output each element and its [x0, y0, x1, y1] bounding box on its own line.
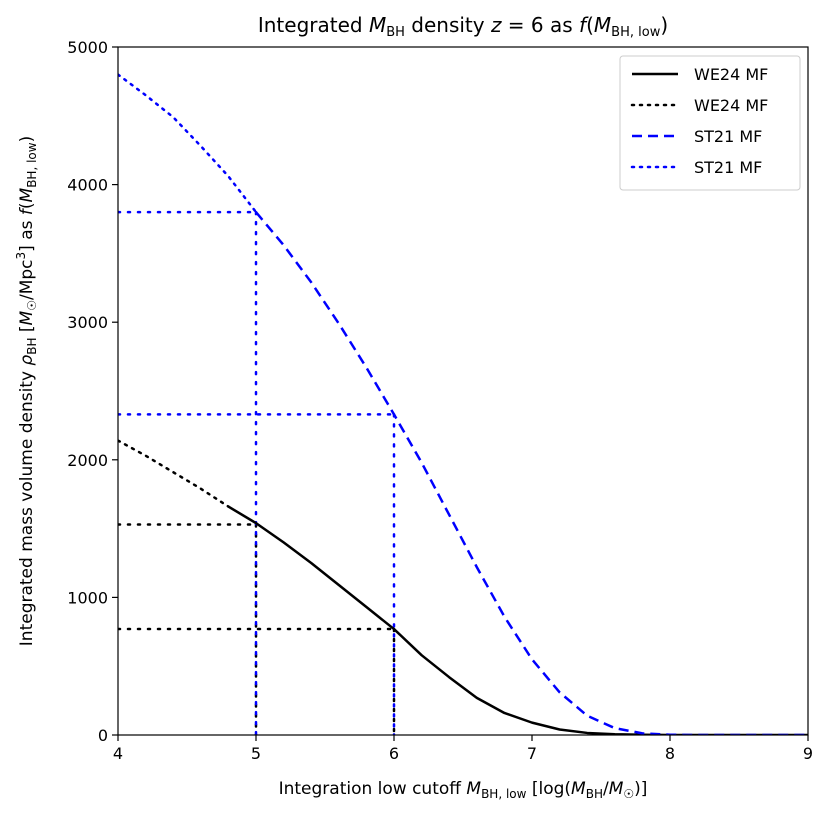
series-line-3	[118, 73, 258, 214]
plot-frame	[117, 46, 809, 736]
chart-title: Integrated MBH density z = 6 as f(MBH, l…	[258, 13, 668, 40]
legend-label: ST21 MF	[694, 158, 762, 177]
y-tick-label: 2000	[67, 451, 108, 470]
legend-label: ST21 MF	[694, 127, 762, 146]
x-axis-label: Integration low cutoff MBH, low [log(MBH…	[279, 779, 648, 801]
x-tick-label: 4	[113, 744, 123, 763]
y-tick-label: 4000	[67, 176, 108, 195]
series-line-0	[227, 505, 808, 735]
y-tick-label: 1000	[67, 588, 108, 607]
x-tick-label: 6	[389, 744, 399, 763]
x-tick-label: 8	[665, 744, 675, 763]
series-line-2	[255, 211, 808, 735]
x-tick-label: 9	[803, 744, 813, 763]
y-tick-label: 3000	[67, 313, 108, 332]
y-axis-label: Integrated mass volume density ρBH [M☉/M…	[14, 136, 39, 646]
x-tick-label: 5	[251, 744, 261, 763]
y-tick-label: 5000	[67, 38, 108, 57]
x-axis: 4 5 6 7 8 9	[113, 735, 813, 763]
legend-box	[619, 55, 801, 191]
legend-label: WE24 MF	[694, 65, 768, 84]
series-line-1	[118, 439, 230, 508]
y-axis: 0 1000 2000 3000 4000 5000	[67, 38, 118, 745]
x-tick-label: 7	[527, 744, 537, 763]
legend: WE24 MF WE24 MF ST21 MF ST21 MF	[619, 55, 801, 191]
y-tick-label: 0	[98, 726, 108, 745]
legend-label: WE24 MF	[694, 96, 768, 115]
ref-lines	[118, 210, 396, 735]
